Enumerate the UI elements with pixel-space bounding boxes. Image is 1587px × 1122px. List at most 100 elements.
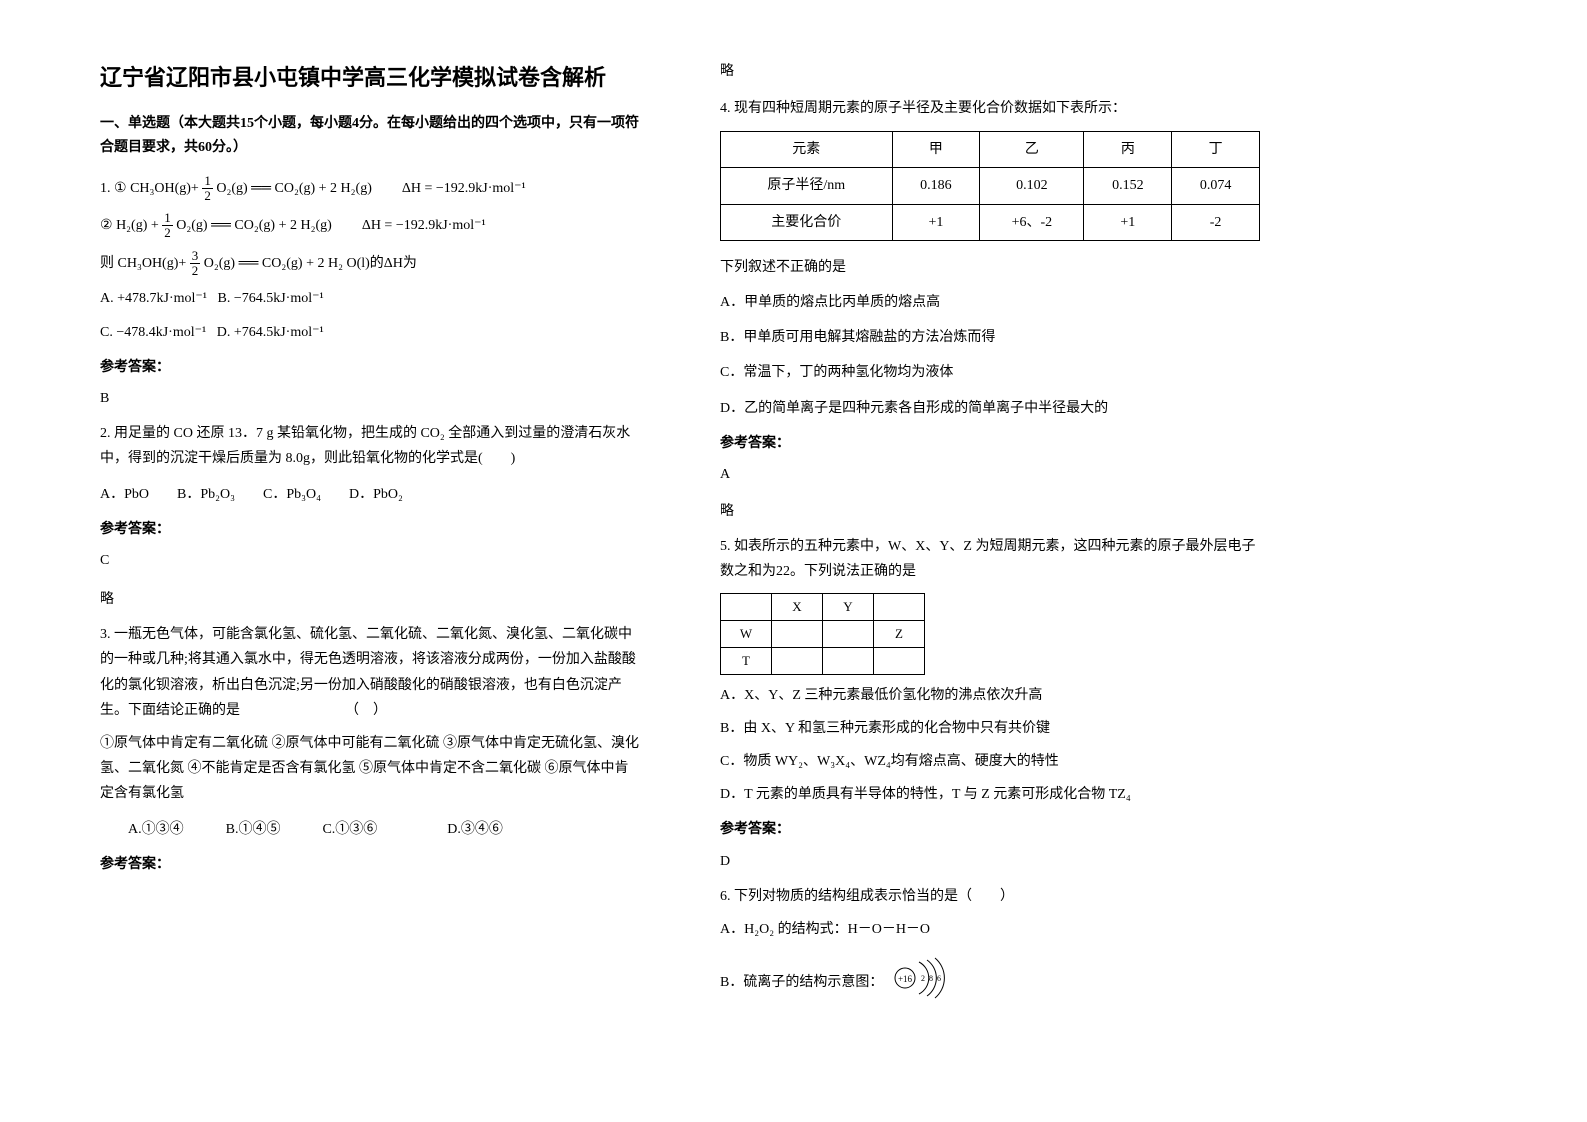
question-2: 2. 用足量的 CO 还原 13．7 g 某铅氧化物，把生成的 CO₂ 全部通入… — [100, 421, 640, 612]
th: 乙 — [980, 132, 1084, 168]
q4-D: D．乙的简单离子是四种元素各自形成的简单离子中半径最大的 — [720, 396, 1260, 421]
right-note: 略 — [720, 60, 1260, 80]
cell — [874, 647, 925, 674]
cell: 0.186 — [892, 168, 980, 204]
q5-grid: X Y W Z T — [720, 593, 925, 675]
q1-then: 则 — [100, 256, 114, 271]
q1-eq1-left: CH₃OH(g)+ — [130, 181, 199, 196]
cell: +6、-2 — [980, 204, 1084, 240]
q1-eq1: 1. ① CH₃OH(g)+ 12 O₂(g) ══ CO₂(g) + 2 H₂… — [100, 174, 640, 204]
table-row: 原子半径/nm 0.186 0.102 0.152 0.074 — [721, 168, 1260, 204]
q1-optB: B. −764.5kJ·mol⁻¹ — [217, 291, 323, 306]
q1-num: 1. — [100, 181, 111, 196]
fraction: 12 — [162, 211, 173, 241]
q4-C: C．常温下，丁的两种氢化物均为液体 — [720, 360, 1260, 385]
q1-answer: B — [100, 386, 640, 411]
q2-text: 2. 用足量的 CO 还原 13．7 g 某铅氧化物，把生成的 CO₂ 全部通入… — [100, 421, 640, 471]
th: 丙 — [1084, 132, 1172, 168]
q1-eq1-right: O₂(g) ══ CO₂(g) + 2 H₂(g) — [216, 181, 372, 196]
answer-label: 参考答案： — [100, 355, 640, 380]
cell — [772, 647, 823, 674]
q1-eq2-right: O₂(g) ══ CO₂(g) + 2 H₂(g) — [176, 218, 332, 233]
cell: Z — [874, 620, 925, 647]
q6-text: 6. 下列对物质的结构组成表示恰当的是（ ） — [720, 884, 1260, 909]
right-column: 略 4. 现有四种短周期元素的原子半径及主要化合价数据如下表所示： 元素 甲 乙… — [720, 60, 1260, 1019]
q4-answer: A — [720, 462, 1260, 487]
answer-label: 参考答案： — [720, 431, 1260, 456]
cell — [823, 620, 874, 647]
doc-title: 辽宁省辽阳市县小屯镇中学高三化学模拟试卷含解析 — [100, 60, 640, 92]
left-column: 辽宁省辽阳市县小屯镇中学高三化学模拟试卷含解析 一、单选题（本大题共15个小题，… — [100, 60, 640, 1019]
th: 元素 — [721, 132, 893, 168]
q3-items: ①原气体中肯定有二氧化硫 ②原气体中可能有二氧化硫 ③原气体中肯定无硫化氢、溴化… — [100, 731, 640, 807]
q1-eq2: ② H₂(g) + 12 O₂(g) ══ CO₂(g) + 2 H₂(g) Δ… — [100, 211, 640, 241]
q2-answer: C — [100, 548, 640, 573]
cell — [874, 593, 925, 620]
cell: 原子半径/nm — [721, 168, 893, 204]
table-row: W Z — [721, 620, 925, 647]
question-1: 1. ① CH₃OH(g)+ 12 O₂(g) ══ CO₂(g) + 2 H₂… — [100, 174, 640, 412]
svg-text:2: 2 — [921, 974, 925, 983]
q3-opts: A.①③④ B.①④⑤ C.①③⑥ D.③④⑥ — [100, 817, 640, 842]
question-5: 5. 如表所示的五种元素中，W、X、Y、Z 为短周期元素，这四种元素的原子最外层… — [720, 534, 1260, 874]
cell: -2 — [1172, 204, 1260, 240]
cell: 0.074 — [1172, 168, 1260, 204]
cell: 主要化合价 — [721, 204, 893, 240]
q6-B: B．硫离子的结构示意图： — [720, 970, 883, 995]
table-row: 主要化合价 +1 +6、-2 +1 -2 — [721, 204, 1260, 240]
q1-optD: D. +764.5kJ·mol⁻¹ — [217, 325, 324, 340]
table-row: 元素 甲 乙 丙 丁 — [721, 132, 1260, 168]
q2-opts: A．PbO B．Pb₂O₃ C．Pb₃O₄ D．PbO₂ — [100, 482, 640, 507]
page: 辽宁省辽阳市县小屯镇中学高三化学模拟试卷含解析 一、单选题（本大题共15个小题，… — [0, 0, 1587, 1059]
q4-stem: 下列叙述不正确的是 — [720, 255, 1260, 280]
question-4: 4. 现有四种短周期元素的原子半径及主要化合价数据如下表所示： 元素 甲 乙 丙… — [720, 96, 1260, 524]
q1-mark2: ② — [100, 218, 113, 233]
q1-eq3-left: CH₃OH(g)+ — [118, 256, 190, 271]
cell: +1 — [892, 204, 980, 240]
q2-note: 略 — [100, 587, 640, 612]
question-6: 6. 下列对物质的结构组成表示恰当的是（ ） A．H₂O₂ 的结构式：H－O－H… — [720, 884, 1260, 1010]
cell: +1 — [1084, 204, 1172, 240]
q1-mark1: ① — [114, 181, 127, 196]
q1-eq2-left: H₂(g) + — [116, 218, 162, 233]
fraction: 32 — [190, 249, 201, 279]
table-row: T — [721, 647, 925, 674]
q1-eq1-dh: ΔH = −192.9kJ·mol⁻¹ — [402, 176, 526, 201]
table-row: X Y — [721, 593, 925, 620]
q4-B: B．甲单质可用电解其熔融盐的方法冶炼而得 — [720, 325, 1260, 350]
answer-label: 参考答案： — [100, 852, 640, 877]
q5-D: D．T 元素的单质具有半导体的特性，T 与 Z 元素可形成化合物 TZ₄ — [720, 782, 1260, 807]
q1-optC: C. −478.4kJ·mol⁻¹ — [100, 325, 206, 340]
cell: W — [721, 620, 772, 647]
th: 甲 — [892, 132, 980, 168]
q6-B-row: B．硫离子的结构示意图： +16 2 8 6 — [720, 956, 1260, 1009]
q1-eq2-dh: ΔH = −192.9kJ·mol⁻¹ — [362, 213, 486, 238]
cell: Y — [823, 593, 874, 620]
question-3: 3. 一瓶无色气体，可能含氯化氢、硫化氢、二氧化硫、二氧化氮、溴化氢、二氧化碳中… — [100, 622, 640, 877]
q1-eq3-right: O₂(g) ══ CO₂(g) + 2 H₂ O(l)的ΔH为 — [204, 256, 417, 271]
q5-text: 5. 如表所示的五种元素中，W、X、Y、Z 为短周期元素，这四种元素的原子最外层… — [720, 534, 1260, 584]
svg-text:+16: +16 — [898, 974, 913, 984]
cell — [823, 647, 874, 674]
answer-label: 参考答案： — [720, 817, 1260, 842]
q4-note: 略 — [720, 499, 1260, 524]
cell — [721, 593, 772, 620]
q1-eq3: 则 CH₃OH(g)+ 32 O₂(g) ══ CO₂(g) + 2 H₂ O(… — [100, 249, 640, 279]
q1-opts-row1: A. +478.7kJ·mol⁻¹ B. −764.5kJ·mol⁻¹ — [100, 286, 640, 311]
q3-text: 3. 一瓶无色气体，可能含氯化氢、硫化氢、二氧化硫、二氧化氮、溴化氢、二氧化碳中… — [100, 622, 640, 723]
q5-B: B．由 X、Y 和氢三种元素形成的化合物中只有共价键 — [720, 716, 1260, 741]
cell: 0.102 — [980, 168, 1084, 204]
q4-A: A．甲单质的熔点比丙单质的熔点高 — [720, 290, 1260, 315]
section-heading: 一、单选题（本大题共15个小题，每小题4分。在每小题给出的四个选项中，只有一项符… — [100, 112, 640, 160]
q5-answer: D — [720, 849, 1260, 874]
q1-optA: A. +478.7kJ·mol⁻¹ — [100, 291, 207, 306]
q5-A: A．X、Y、Z 三种元素最低价氢化物的沸点依次升高 — [720, 683, 1260, 708]
q5-C: C．物质 WY₂、W₃X₄、WZ₄均有熔点高、硬度大的特性 — [720, 749, 1260, 774]
cell: T — [721, 647, 772, 674]
th: 丁 — [1172, 132, 1260, 168]
svg-text:6: 6 — [937, 974, 941, 983]
cell — [772, 620, 823, 647]
q1-opts-row2: C. −478.4kJ·mol⁻¹ D. +764.5kJ·mol⁻¹ — [100, 320, 640, 345]
q4-table: 元素 甲 乙 丙 丁 原子半径/nm 0.186 0.102 0.152 0.0… — [720, 131, 1260, 241]
cell: 0.152 — [1084, 168, 1172, 204]
